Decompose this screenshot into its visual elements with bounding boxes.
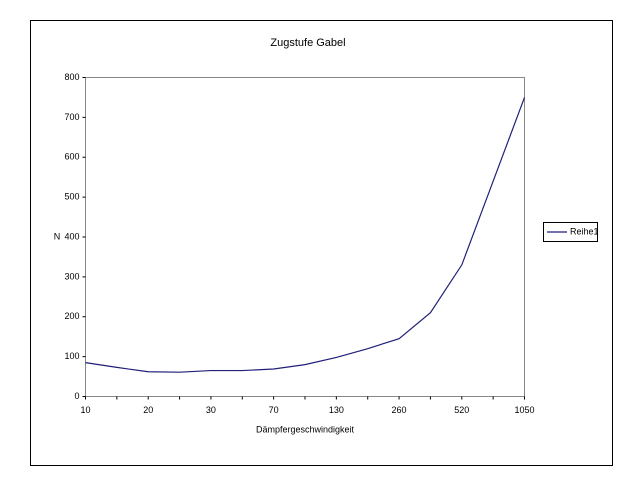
y-tick-label: 400 (64, 231, 79, 241)
y-axis-label: N (54, 231, 61, 241)
x-tick-label: 30 (206, 405, 216, 415)
y-tick-label: 500 (64, 192, 79, 202)
y-tick-label: 600 (64, 152, 79, 162)
x-tick-label: 520 (454, 405, 469, 415)
x-axis-label: Dämpfergeschwindigkeit (256, 424, 355, 434)
x-tick-label: 260 (392, 405, 407, 415)
x-tick-label: 1050 (514, 405, 534, 415)
chart-title: Zugstufe Gabel (270, 37, 345, 49)
x-tick-label: 10 (80, 405, 90, 415)
y-tick-label: 300 (64, 271, 79, 281)
y-tick-label: 800 (64, 72, 79, 82)
y-tick-label: 200 (64, 311, 79, 321)
plot-area (85, 77, 525, 397)
y-tick-label: 0 (74, 391, 79, 401)
x-tick-label: 20 (143, 405, 153, 415)
x-tick-label: 70 (269, 405, 279, 415)
legend (543, 222, 598, 242)
legend-label: Reihe1 (570, 226, 599, 236)
y-tick-label: 700 (64, 112, 79, 122)
x-tick-label: 130 (329, 405, 344, 415)
line (85, 97, 526, 373)
y-tick-label: 100 (64, 351, 79, 361)
